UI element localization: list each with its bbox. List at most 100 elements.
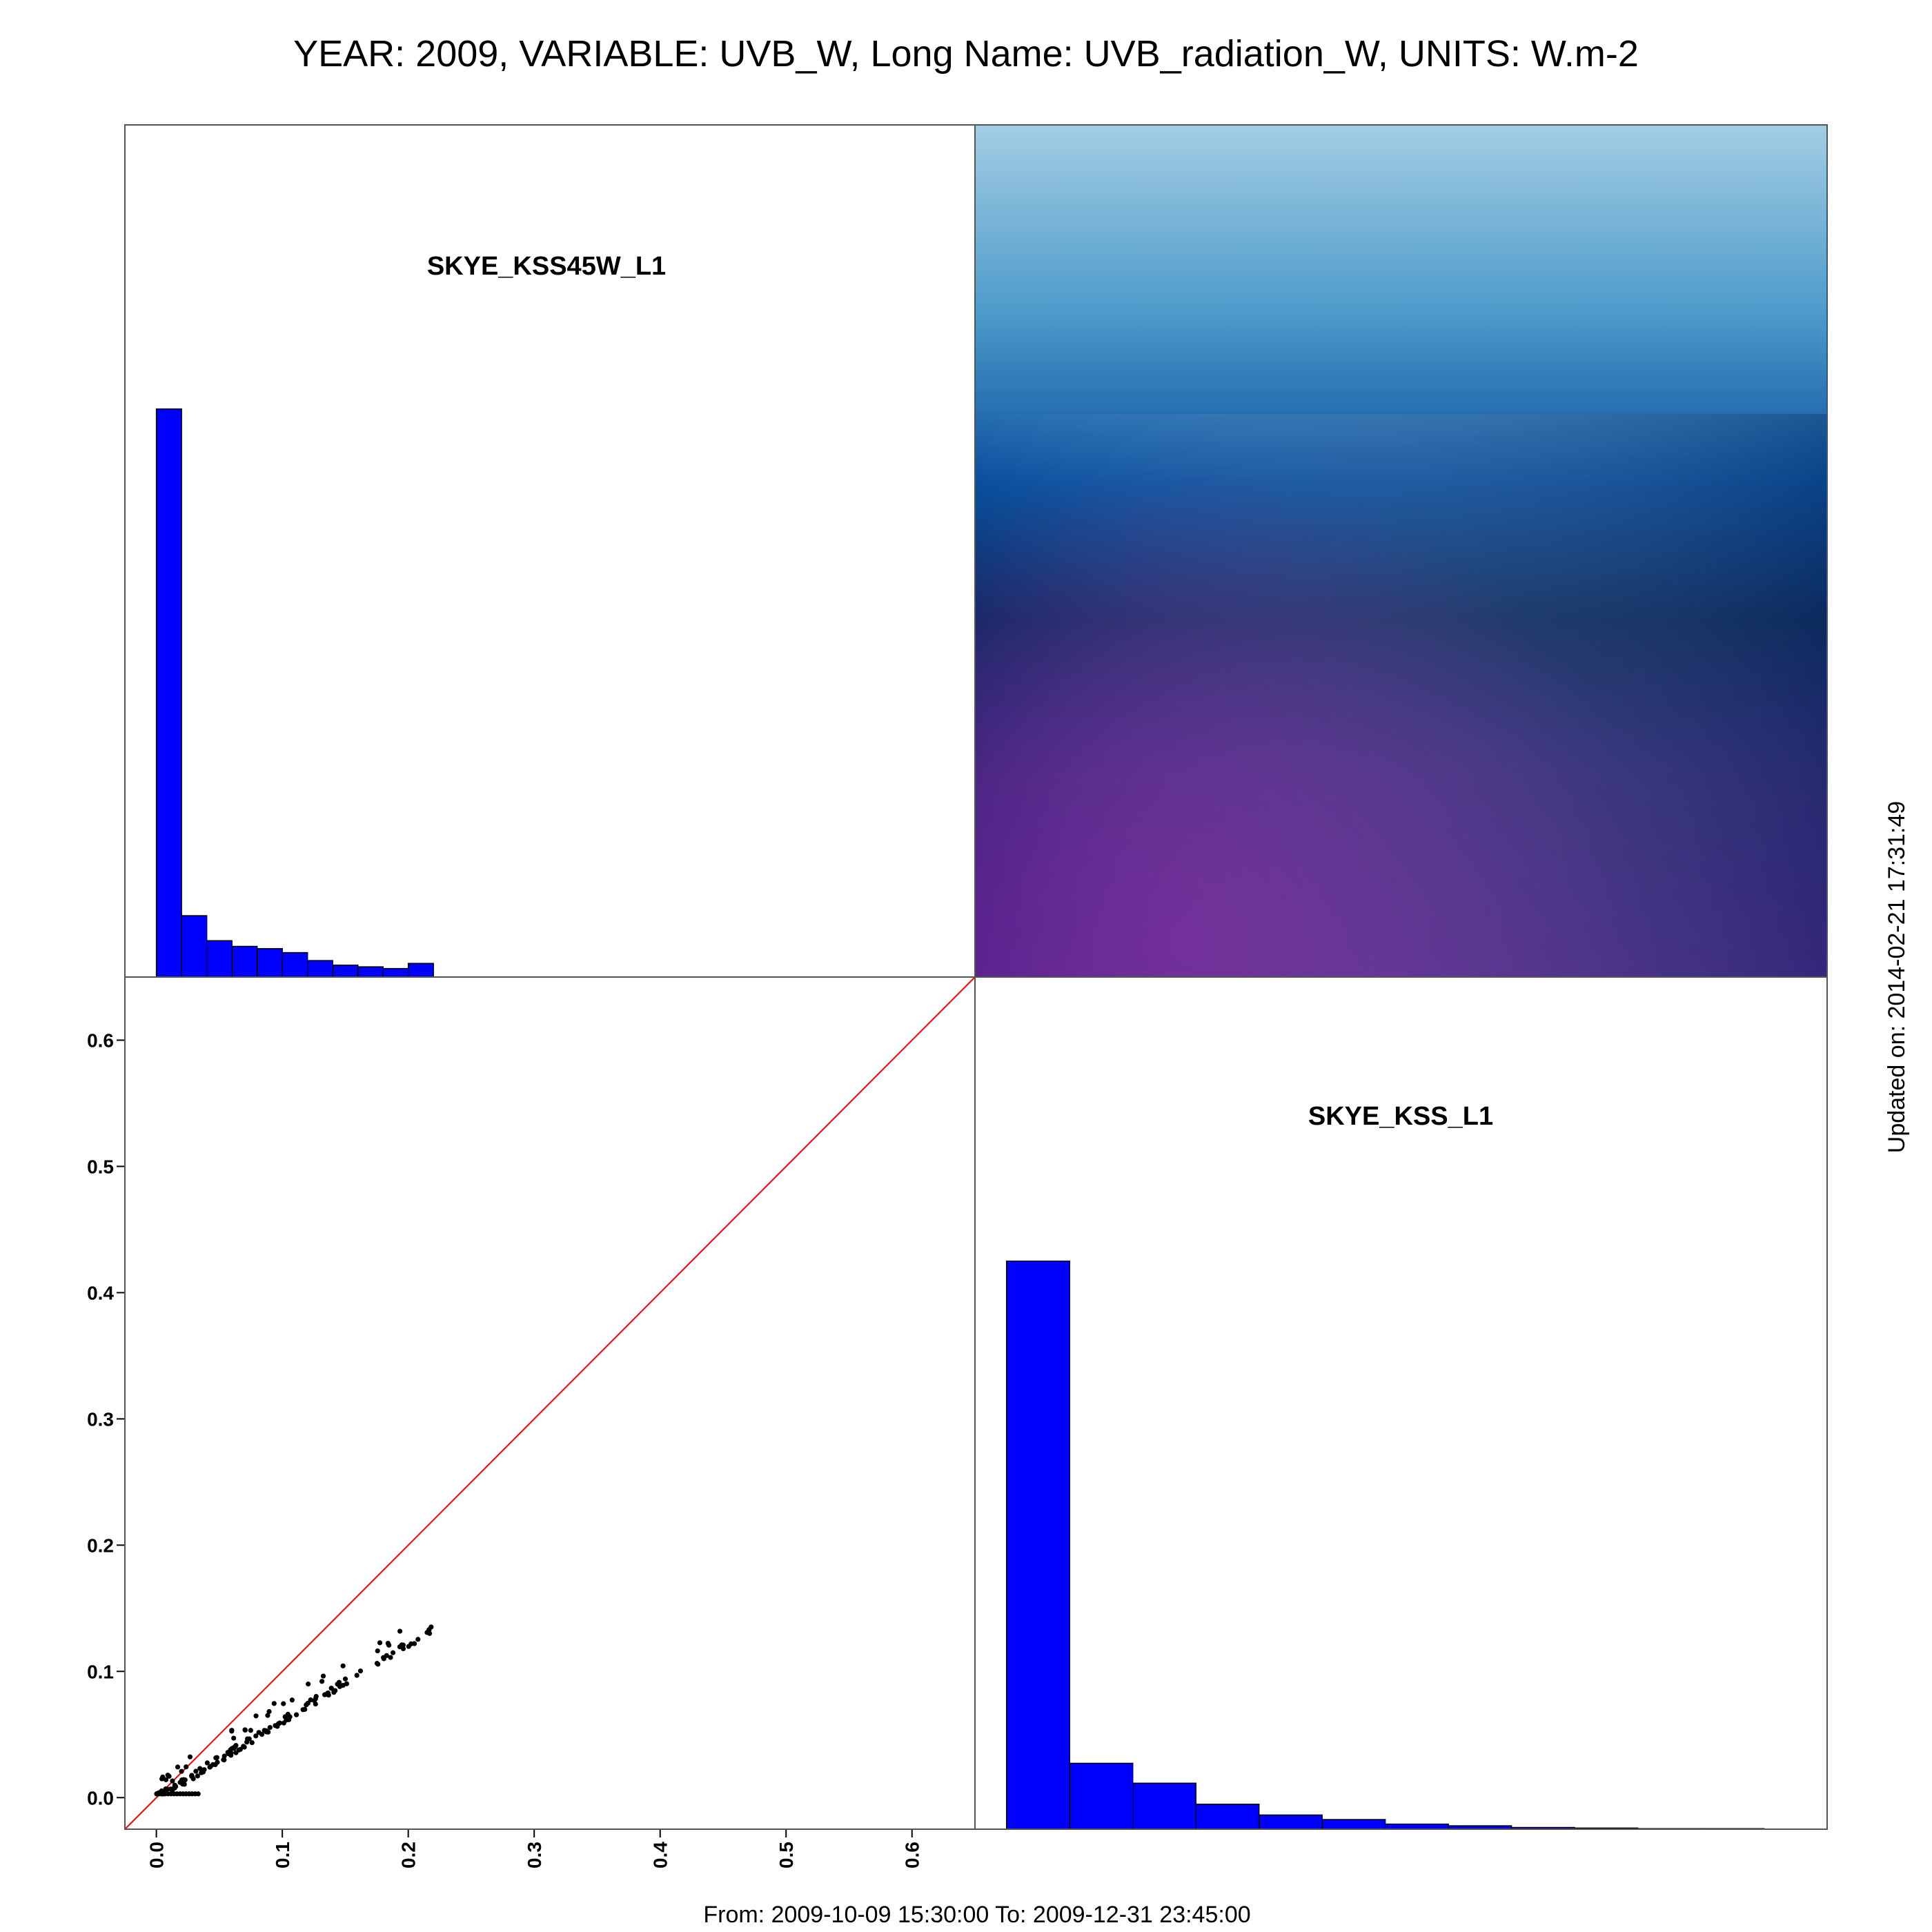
scatter-point	[308, 1697, 313, 1703]
y-tick-label: 0.4	[87, 1282, 114, 1303]
scatter-point	[328, 1685, 334, 1691]
scatter-point	[390, 1650, 396, 1655]
scatter-point	[231, 1735, 237, 1741]
kss45w-histogram-bar-3	[231, 945, 258, 978]
scatter-point	[344, 1681, 350, 1686]
scatter-point	[281, 1701, 286, 1706]
y-tick-label: 0.6	[87, 1029, 114, 1051]
scatter-point	[377, 1640, 383, 1646]
kss45w-histogram-bar-2	[206, 940, 233, 978]
scatter-point	[385, 1640, 391, 1646]
scatter-point	[237, 1746, 243, 1752]
kss45w-histogram-bar-1	[181, 915, 208, 978]
matrix-frame	[124, 124, 1828, 1830]
scatter-point	[180, 1782, 186, 1787]
scatter-point	[246, 1736, 252, 1742]
scatter-point	[381, 1655, 386, 1660]
panel-label-kss45w: SKYE_KSS45W_L1	[427, 252, 666, 281]
y-tick-label: 0.5	[87, 1156, 114, 1177]
scatter-point	[160, 1774, 166, 1780]
scatter-point	[397, 1628, 403, 1634]
x-axis-ticks: 0.0 0.1 0.2 0.3 0.4 0.5 0.6	[146, 1829, 923, 1869]
scatter-point	[415, 1637, 421, 1642]
kss45w-histogram-bar-4	[256, 948, 283, 978]
figure-title: YEAR: 2009, VARIABLE: UVB_W, Long Name: …	[293, 33, 1639, 75]
scatter-point	[408, 1641, 414, 1647]
kss45w-histogram-bar-8	[357, 966, 384, 978]
scatter-point	[214, 1755, 219, 1760]
y-tick-label: 0.2	[87, 1535, 114, 1556]
scatter-point	[170, 1778, 175, 1784]
y-tick-label: 0.1	[87, 1661, 114, 1682]
kss-histogram-bar-3	[1195, 1804, 1260, 1830]
histogram-panel-kss45w: SKYE_KSS45W_L1	[155, 252, 666, 978]
scatter-point	[271, 1701, 277, 1706]
scatter-point	[319, 1679, 325, 1684]
kss-histogram-bar-0	[1005, 1260, 1070, 1830]
kss45w-histogram-bar-9	[382, 967, 409, 978]
scatter-point	[215, 1759, 220, 1765]
scatter-points	[154, 1624, 434, 1797]
kss-histogram-bar-6	[1384, 1823, 1449, 1830]
histogram-bars-kss45w	[155, 408, 434, 978]
x-tick-label: 0.3	[524, 1842, 545, 1869]
kss-histogram-bar-4	[1258, 1814, 1323, 1830]
scatter-point	[179, 1768, 184, 1774]
scatter-point	[184, 1764, 189, 1770]
scatter-point	[248, 1728, 253, 1733]
x-tick-label: 0.1	[272, 1842, 293, 1869]
scatter-point	[333, 1688, 338, 1693]
histogram-panel-kss: SKYE_KSS_L1	[1005, 1102, 1765, 1830]
scatter-point	[187, 1754, 193, 1759]
scatter-point	[342, 1676, 348, 1682]
scatter-point	[221, 1757, 226, 1762]
x-tick-label: 0.5	[776, 1842, 797, 1869]
scatter-point	[354, 1673, 359, 1678]
density-heatmap-shade	[975, 414, 1827, 977]
scatter-point	[325, 1690, 331, 1696]
scatter-point	[228, 1750, 234, 1755]
scatter-point	[428, 1624, 434, 1630]
scatter-point	[165, 1773, 170, 1778]
scatter-point	[253, 1733, 259, 1739]
scatter-point	[195, 1791, 201, 1797]
scatter-point	[197, 1766, 203, 1771]
kss45w-histogram-bar-10	[407, 963, 434, 978]
updated-timestamp: Updated on: 2014-02-21 17:31:49	[1884, 801, 1910, 1153]
scatter-point	[249, 1739, 255, 1746]
scatter-point	[275, 1724, 280, 1729]
density-heatmap-panel	[975, 125, 1827, 977]
scatter-point	[267, 1724, 273, 1731]
scatter-point	[336, 1679, 342, 1685]
scatter-point	[230, 1745, 237, 1751]
scatter-point	[293, 1712, 299, 1717]
scatter-point	[256, 1730, 262, 1735]
scatter-point	[388, 1655, 393, 1660]
identity-line	[124, 976, 976, 1830]
scatter-point	[241, 1744, 246, 1749]
scatter-point	[265, 1713, 270, 1718]
kss45w-histogram-bar-5	[282, 952, 308, 978]
scatter-point	[229, 1728, 235, 1734]
kss45w-histogram-bar-6	[306, 960, 333, 978]
scatter-point	[374, 1661, 380, 1666]
scatter-point	[357, 1668, 364, 1674]
histogram-bars-kss	[1005, 1260, 1765, 1830]
scatter-point	[287, 1714, 293, 1719]
kss45w-histogram-bar-7	[332, 964, 359, 978]
scatter-panel: 0.0 0.1 0.2 0.3 0.4 0.5 0.6 0.0 0.1 0.2 0.3 0.4 0.5…	[87, 976, 976, 1869]
scatter-point	[233, 1750, 239, 1755]
scatter-point	[320, 1673, 326, 1679]
kss-histogram-bar-2	[1132, 1782, 1196, 1830]
scatter-point	[193, 1768, 199, 1774]
scatter-point	[242, 1727, 248, 1733]
y-axis-ticks: 0.0 0.1 0.2 0.3 0.4 0.5 0.6	[87, 1029, 125, 1808]
scatter-point	[302, 1706, 308, 1712]
x-tick-label: 0.0	[146, 1842, 168, 1869]
scatter-point	[340, 1663, 346, 1668]
panel-label-kss: SKYE_KSS_L1	[1308, 1102, 1493, 1131]
x-tick-label: 0.6	[902, 1842, 923, 1869]
scatter-point	[189, 1773, 195, 1779]
scatter-point	[204, 1760, 210, 1766]
